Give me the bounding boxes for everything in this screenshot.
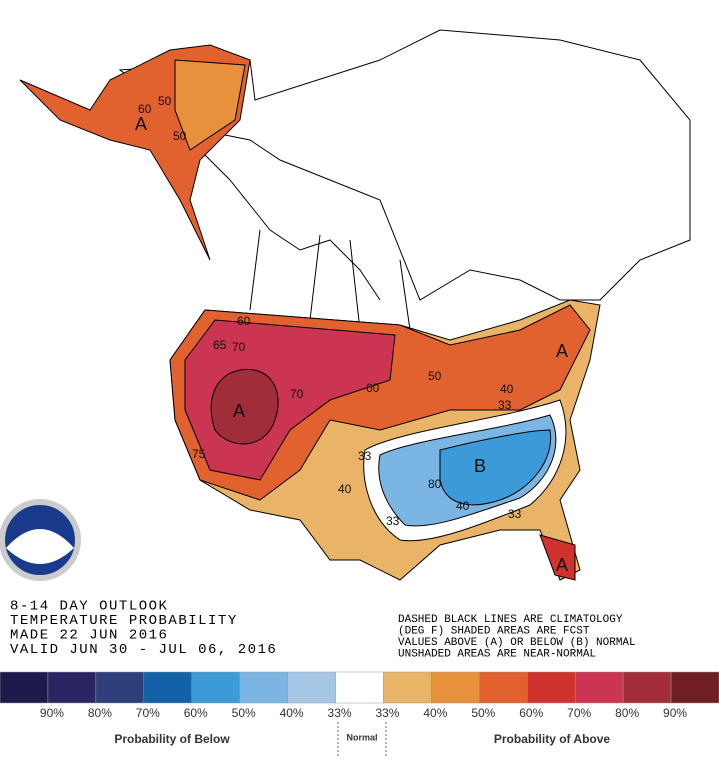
- legend-swatch: [239, 671, 288, 704]
- map-label: A: [135, 114, 147, 134]
- legend-label: 90%: [663, 706, 687, 720]
- map-label: A: [556, 555, 568, 575]
- legend-above: Probability of Above: [494, 732, 611, 746]
- legend-swatch: [143, 671, 192, 704]
- map-label: 50: [428, 369, 442, 383]
- legend-normal: Normal: [346, 732, 377, 742]
- map-label: 80: [428, 477, 442, 491]
- map-label: 50: [173, 129, 187, 143]
- legend-label: 90%: [40, 706, 64, 720]
- legend-swatch: [95, 671, 145, 704]
- map-label: 33: [386, 514, 400, 528]
- map-label: 60: [366, 381, 380, 395]
- alaska: [19, 44, 251, 261]
- map-label: A: [556, 341, 568, 361]
- map-label: 50: [158, 94, 172, 108]
- legend-swatch: [622, 671, 672, 704]
- legend-label: 33%: [375, 706, 399, 720]
- map-label: 33: [498, 398, 512, 412]
- legend-swatch: [431, 671, 480, 704]
- map-label: 60: [237, 314, 251, 328]
- map-label: 60: [138, 102, 152, 116]
- legend-label: 80%: [88, 706, 112, 720]
- legend-label: 70%: [567, 706, 591, 720]
- note-line: (DEG F) SHADED AREAS ARE FCST: [398, 625, 590, 637]
- map-label: B: [474, 456, 486, 476]
- legend-swatch: [47, 671, 97, 704]
- legend-swatch: [574, 671, 624, 704]
- header-line: MADE 22 JUN 2016: [10, 628, 168, 644]
- header-line: 8-14 DAY OUTLOOK: [10, 599, 168, 615]
- map-label: 40: [456, 499, 470, 513]
- usa: [169, 299, 601, 581]
- note-line: DASHED BLACK LINES ARE CLIMATOLOGY: [398, 614, 623, 626]
- header-line: VALID JUN 30 - JUL 06, 2016: [10, 642, 277, 658]
- legend-label: 60%: [519, 706, 543, 720]
- legend-swatch: [191, 671, 240, 704]
- map-label: 40: [500, 382, 514, 396]
- legend-label: 33%: [328, 706, 352, 720]
- legend-swatch: [287, 671, 336, 704]
- map-label: 65: [213, 338, 227, 352]
- legend-swatch: [479, 671, 528, 704]
- legend-label: 40%: [423, 706, 447, 720]
- legend-label: 50%: [232, 706, 256, 720]
- header-line: TEMPERATURE PROBABILITY: [10, 613, 238, 629]
- map-labels: A A A B A 50 60 70 70 60 50 40 33 33 40 …: [135, 94, 568, 575]
- legend-label: 60%: [184, 706, 208, 720]
- legend-swatch: [383, 671, 432, 704]
- legend-label: 40%: [280, 706, 304, 720]
- map-label: 33: [358, 449, 372, 463]
- legend-below: Probability of Below: [114, 732, 230, 746]
- legend-swatch: [527, 671, 576, 704]
- map-label: 75: [192, 447, 206, 461]
- land-outline: [118, 29, 691, 331]
- note-line: VALUES ABOVE (A) OR BELOW (B) NORMAL: [398, 637, 636, 649]
- map-label: 70: [290, 387, 304, 401]
- legend-label: 70%: [136, 706, 160, 720]
- legend-swatch: [0, 671, 49, 704]
- map-label: 70: [232, 340, 246, 354]
- map-label: A: [233, 401, 245, 421]
- legend-swatch: [335, 671, 384, 704]
- noaa-logo: [0, 499, 81, 581]
- legend-swatch: [670, 671, 719, 704]
- legend-label: 80%: [615, 706, 639, 720]
- legend-label: 50%: [471, 706, 495, 720]
- note-line: UNSHADED AREAS ARE NEAR-NORMAL: [398, 648, 596, 660]
- map-label: 33: [508, 507, 522, 521]
- map-label: 40: [338, 482, 352, 496]
